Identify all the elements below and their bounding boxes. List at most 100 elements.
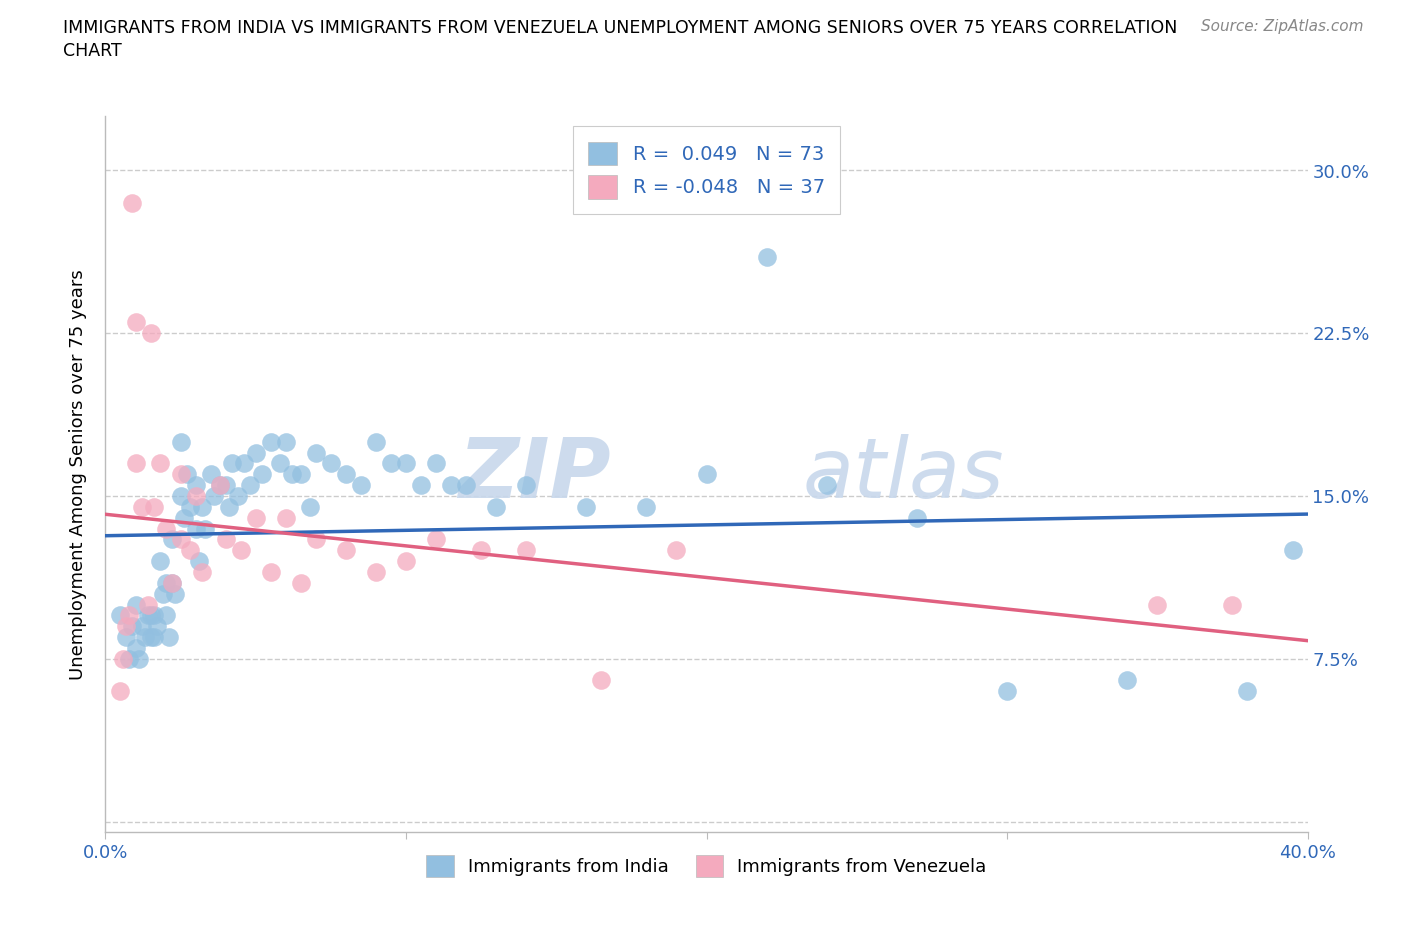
Point xyxy=(274,434,297,449)
Point xyxy=(409,478,432,493)
Text: Source: ZipAtlas.com: Source: ZipAtlas.com xyxy=(1201,19,1364,33)
Point xyxy=(364,434,387,449)
Point xyxy=(157,630,180,644)
Point xyxy=(124,456,146,471)
Point xyxy=(118,651,141,666)
Point xyxy=(665,543,688,558)
Point xyxy=(1236,684,1258,698)
Point xyxy=(110,608,132,623)
Point xyxy=(179,543,201,558)
Point xyxy=(142,608,165,623)
Point xyxy=(591,673,613,688)
Point xyxy=(515,478,537,493)
Point xyxy=(134,630,156,644)
Point xyxy=(290,576,312,591)
Point xyxy=(250,467,273,482)
Point xyxy=(395,456,418,471)
Point xyxy=(470,543,492,558)
Point xyxy=(110,684,132,698)
Point xyxy=(160,532,183,547)
Point xyxy=(148,456,170,471)
Point xyxy=(121,195,143,210)
Point xyxy=(335,467,357,482)
Point xyxy=(124,641,146,656)
Point xyxy=(136,608,159,623)
Point xyxy=(184,488,207,503)
Point xyxy=(169,488,191,503)
Point xyxy=(245,445,267,460)
Point xyxy=(226,488,249,503)
Point xyxy=(232,456,254,471)
Point xyxy=(1222,597,1244,612)
Point xyxy=(200,467,222,482)
Point xyxy=(214,478,236,493)
Point xyxy=(239,478,262,493)
Point xyxy=(184,521,207,536)
Point xyxy=(194,521,217,536)
Point xyxy=(274,511,297,525)
Point xyxy=(636,499,658,514)
Point xyxy=(995,684,1018,698)
Point xyxy=(269,456,291,471)
Point xyxy=(425,456,447,471)
Point xyxy=(425,532,447,547)
Point xyxy=(905,511,928,525)
Point xyxy=(121,618,143,633)
Point xyxy=(815,478,838,493)
Point xyxy=(124,315,146,330)
Point xyxy=(696,467,718,482)
Point xyxy=(214,532,236,547)
Point xyxy=(515,543,537,558)
Point xyxy=(260,565,283,579)
Point xyxy=(139,326,162,340)
Point xyxy=(187,553,209,568)
Point xyxy=(1281,543,1303,558)
Point xyxy=(112,651,135,666)
Point xyxy=(218,499,240,514)
Legend: Immigrants from India, Immigrants from Venezuela: Immigrants from India, Immigrants from V… xyxy=(419,848,994,884)
Text: IMMIGRANTS FROM INDIA VS IMMIGRANTS FROM VENEZUELA UNEMPLOYMENT AMONG SENIORS OV: IMMIGRANTS FROM INDIA VS IMMIGRANTS FROM… xyxy=(63,19,1178,36)
Point xyxy=(152,586,174,601)
Point xyxy=(395,553,418,568)
Point xyxy=(169,467,191,482)
Point xyxy=(160,576,183,591)
Point xyxy=(305,532,328,547)
Point xyxy=(128,651,150,666)
Point xyxy=(245,511,267,525)
Point xyxy=(184,478,207,493)
Point xyxy=(145,618,167,633)
Point xyxy=(136,597,159,612)
Point xyxy=(575,499,598,514)
Point xyxy=(380,456,402,471)
Point xyxy=(139,608,162,623)
Point xyxy=(179,499,201,514)
Point xyxy=(1146,597,1168,612)
Point xyxy=(142,499,165,514)
Text: CHART: CHART xyxy=(63,42,122,60)
Point xyxy=(350,478,373,493)
Point xyxy=(364,565,387,579)
Point xyxy=(173,511,195,525)
Point xyxy=(139,630,162,644)
Point xyxy=(298,499,321,514)
Point xyxy=(335,543,357,558)
Point xyxy=(440,478,463,493)
Point xyxy=(155,521,177,536)
Point xyxy=(190,499,212,514)
Point xyxy=(202,488,225,503)
Point xyxy=(319,456,342,471)
Text: atlas: atlas xyxy=(803,433,1004,515)
Point xyxy=(281,467,304,482)
Point xyxy=(190,565,212,579)
Point xyxy=(169,434,191,449)
Point xyxy=(131,499,153,514)
Point xyxy=(142,630,165,644)
Point xyxy=(124,597,146,612)
Point xyxy=(148,553,170,568)
Point xyxy=(155,576,177,591)
Point xyxy=(485,499,508,514)
Y-axis label: Unemployment Among Seniors over 75 years: Unemployment Among Seniors over 75 years xyxy=(69,269,87,680)
Point xyxy=(229,543,252,558)
Point xyxy=(160,576,183,591)
Point xyxy=(305,445,328,460)
